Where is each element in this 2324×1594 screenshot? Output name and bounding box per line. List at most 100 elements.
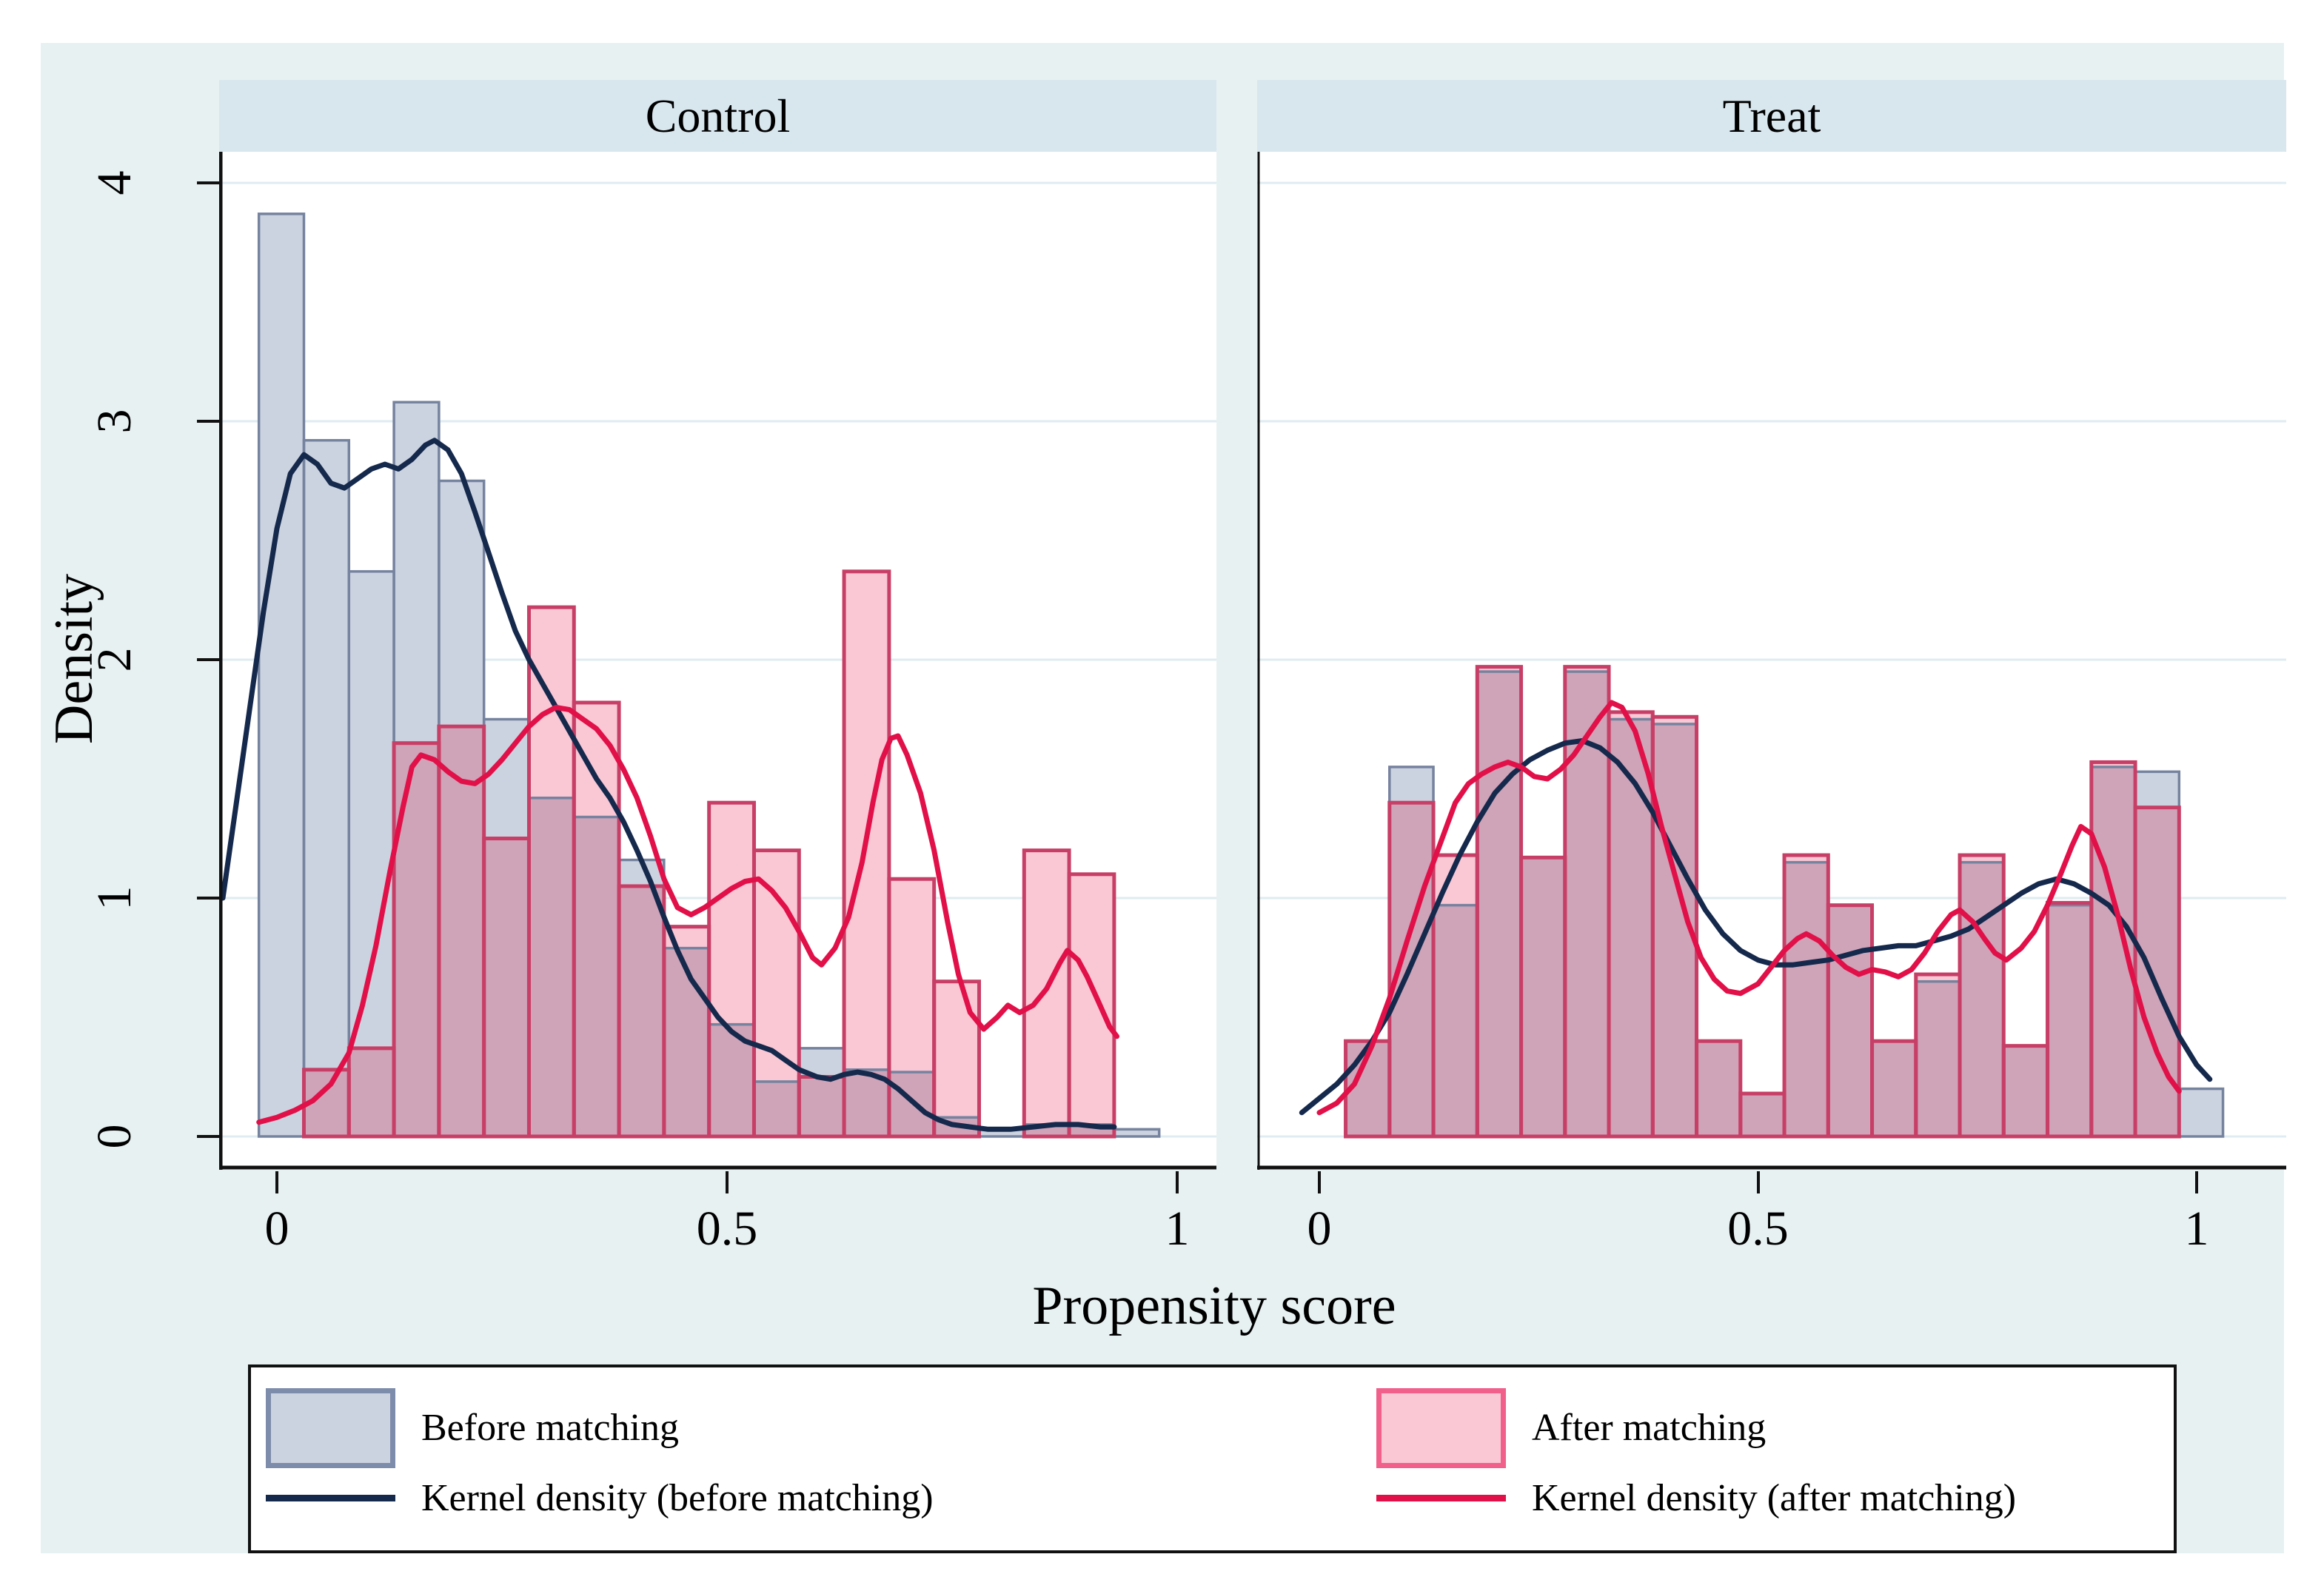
bar-overlap — [1915, 981, 1960, 1136]
y-tick-mark — [197, 181, 219, 184]
bar-after-outline — [1695, 1039, 1743, 1139]
kde-after-curve — [1316, 700, 2182, 1116]
bar-after-fill — [1069, 874, 1114, 1125]
y-tick-mark — [197, 1135, 219, 1138]
bar-overlap — [1960, 862, 2004, 1136]
bar-after-outline — [932, 979, 981, 1139]
bar-overlap — [1696, 1041, 1741, 1136]
bar-before-fill — [304, 440, 349, 1070]
x-tick-label: 1 — [2184, 1202, 2209, 1256]
x-tick-mark — [275, 1171, 278, 1193]
y-tick-label: 2 — [87, 647, 141, 672]
y-tick-label: 1 — [87, 885, 141, 911]
panel-header-treat: Treat — [1257, 80, 2286, 152]
bar-after-fill — [709, 803, 754, 1025]
panel-title-treat: Treat — [1722, 89, 1821, 142]
bar-overlap — [349, 1048, 395, 1136]
histogram-fills — [258, 213, 1159, 1136]
bar-before-fill — [2135, 771, 2180, 808]
treat-chart-svg — [1257, 152, 2286, 1170]
x-tick-mark — [726, 1171, 729, 1193]
bar-overlap — [663, 948, 709, 1136]
y-tick-label: 4 — [87, 170, 141, 195]
y-tick-mark — [197, 420, 219, 423]
bar-after-fill — [934, 981, 980, 1118]
bar-after-fill — [1564, 666, 1610, 672]
legend-label-kernel-density-after: Kernel density (after matching) — [1532, 1477, 2017, 1519]
bar-after-fill — [1784, 855, 1829, 863]
bar-overlap — [1740, 1094, 1785, 1136]
bar-after-outline — [1826, 903, 1875, 1139]
legend-line-kernel-density-before — [266, 1495, 395, 1501]
legend-line-kernel-density-after — [1376, 1495, 1506, 1501]
x-tick-label: 0 — [264, 1202, 289, 1256]
plot-area-treat — [1257, 152, 2286, 1170]
legend-label-after-matching: After matching — [1532, 1407, 1767, 1449]
bar-overlap — [619, 885, 664, 1136]
legend-box: Before matching After matching Kernel de… — [248, 1364, 2177, 1553]
legend-label-before-matching: Before matching — [421, 1407, 679, 1449]
x-tick-mark — [1756, 1171, 1760, 1193]
bar-overlap — [438, 726, 484, 1136]
kde-before-curve — [1299, 738, 2213, 1116]
bar-overlap — [888, 1072, 934, 1136]
legend-swatch-before-matching — [266, 1388, 395, 1468]
x-tick-mark — [2195, 1171, 2198, 1193]
bar-overlap — [1521, 857, 1565, 1136]
bar-before-fill — [1389, 766, 1434, 803]
kde-after-curve — [256, 704, 1119, 1125]
plot-area-control — [219, 152, 1216, 1170]
bar-after-outline — [751, 848, 801, 1139]
bar-overlap — [394, 743, 439, 1136]
y-tick-mark — [197, 897, 219, 900]
bar-after-outline — [1067, 872, 1116, 1139]
bar-overlap — [1784, 862, 1829, 1136]
x-tick-label: 0 — [1307, 1202, 1332, 1256]
x-tick-mark — [1176, 1171, 1179, 1193]
control-chart-svg — [219, 152, 1216, 1170]
bar-before-fill — [394, 402, 439, 743]
bar-overlap — [1872, 1041, 1916, 1136]
bar-before-fill — [979, 1129, 1025, 1136]
bar-after-outline — [2133, 806, 2181, 1139]
y-tick-label: 3 — [87, 409, 141, 434]
bar-overlap — [1828, 905, 1872, 1136]
kde-before-curve — [220, 438, 1117, 1132]
bar-before-fill — [2179, 1088, 2223, 1136]
bar-after-fill — [1609, 711, 1653, 720]
bar-overlap — [799, 1076, 845, 1136]
bar-after-fill — [1915, 974, 1960, 982]
bar-overlap — [2047, 905, 2092, 1136]
bar-after-fill — [1960, 855, 2004, 863]
bar-after-fill — [888, 879, 934, 1073]
bar-after-outline — [1958, 853, 2006, 1139]
bar-overlap — [754, 1081, 800, 1136]
bar-after-fill — [844, 571, 889, 1070]
bar-overlap — [1433, 905, 1478, 1136]
y-tick-mark — [197, 658, 219, 661]
y-tick-label: 0 — [87, 1124, 141, 1149]
x-tick-label: 1 — [1165, 1202, 1190, 1256]
bar-after-fill — [754, 850, 800, 1082]
legend-swatch-after-matching — [1376, 1388, 1506, 1468]
x-tick-label: 0.5 — [1727, 1202, 1789, 1256]
bar-overlap — [1477, 672, 1521, 1136]
x-tick-mark — [1318, 1171, 1321, 1193]
bar-after-fill — [2091, 762, 2136, 767]
legend-label-kernel-density-before: Kernel density (before matching) — [421, 1477, 934, 1519]
panel-title-control: Control — [645, 89, 791, 142]
bar-after-outline — [1650, 714, 1699, 1139]
bar-after-outline — [842, 569, 891, 1139]
panel-header-control: Control — [219, 80, 1216, 152]
bar-overlap — [483, 838, 529, 1136]
histogram-fills — [1345, 666, 2223, 1136]
bar-overlap — [2135, 807, 2180, 1136]
bar-overlap — [529, 797, 575, 1136]
bar-overlap — [1609, 719, 1653, 1136]
x-axis-title: Propensity score — [1032, 1276, 1396, 1336]
bar-overlap — [2003, 1045, 2048, 1136]
bar-overlap — [574, 817, 620, 1136]
x-tick-label: 0.5 — [696, 1202, 758, 1256]
after-bar-outlines — [1344, 665, 2181, 1139]
